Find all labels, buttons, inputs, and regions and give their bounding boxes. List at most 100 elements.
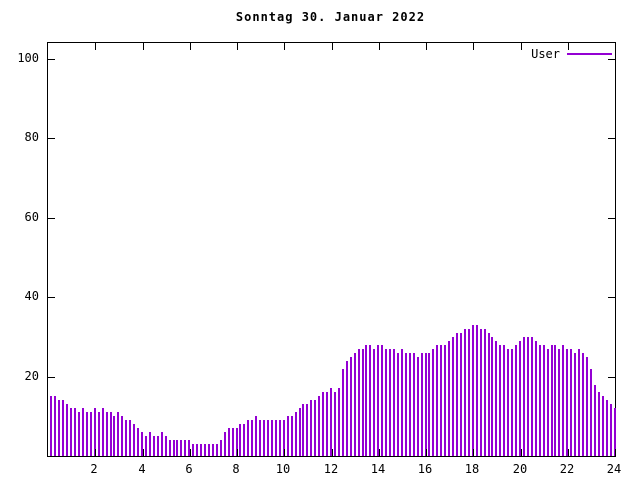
bar	[405, 353, 407, 456]
bar	[436, 345, 438, 456]
bar	[165, 436, 167, 456]
bar	[326, 392, 328, 456]
bar	[82, 408, 84, 456]
bar	[460, 333, 462, 456]
bar	[346, 361, 348, 456]
bar	[393, 349, 395, 456]
y-tick-label: 20	[24, 369, 39, 383]
bar	[594, 385, 596, 456]
bar	[161, 432, 163, 456]
x-tick-label: 16	[417, 462, 433, 476]
y-tick-mark	[608, 218, 615, 219]
bar	[180, 440, 182, 456]
bar	[503, 345, 505, 456]
bar	[125, 420, 127, 456]
x-tick-mark	[95, 449, 96, 456]
bar	[582, 353, 584, 456]
x-tick-mark	[332, 43, 333, 50]
y-tick-mark	[608, 59, 615, 60]
bar	[432, 349, 434, 456]
bar	[614, 408, 616, 456]
bar	[354, 353, 356, 456]
bar	[247, 420, 249, 456]
bar	[491, 337, 493, 456]
bar	[228, 428, 230, 456]
bar	[389, 349, 391, 456]
bar	[267, 420, 269, 456]
bar	[590, 369, 592, 456]
x-tick-mark	[332, 449, 333, 456]
bar	[117, 412, 119, 456]
bar	[259, 420, 261, 456]
bar	[145, 436, 147, 456]
bar	[519, 341, 521, 456]
bar	[499, 345, 501, 456]
x-tick-mark	[473, 43, 474, 50]
y-tick-mark	[48, 377, 55, 378]
x-tick-mark	[190, 43, 191, 50]
y-tick-label: 40	[24, 289, 39, 303]
bar	[176, 440, 178, 456]
x-tick-mark	[95, 43, 96, 50]
x-tick-mark	[237, 449, 238, 456]
x-tick-mark	[615, 449, 616, 456]
bar	[232, 428, 234, 456]
legend-line-sample	[567, 53, 612, 55]
bar	[173, 440, 175, 456]
bar	[283, 420, 285, 456]
bar	[279, 420, 281, 456]
x-tick-label: 6	[185, 462, 193, 476]
bar	[220, 440, 222, 456]
bar	[547, 349, 549, 456]
bar	[54, 396, 56, 456]
bar	[365, 345, 367, 456]
y-tick-mark	[48, 59, 55, 60]
bar	[62, 400, 64, 456]
y-tick-mark	[48, 138, 55, 139]
bar	[224, 432, 226, 456]
bar	[425, 353, 427, 456]
x-tick-label: 4	[138, 462, 146, 476]
bar	[369, 345, 371, 456]
bar	[562, 345, 564, 456]
bar	[106, 412, 108, 456]
x-tick-mark	[379, 43, 380, 50]
bar	[440, 345, 442, 456]
y-tick-label: 60	[24, 210, 39, 224]
bar	[602, 396, 604, 456]
bar	[610, 404, 612, 456]
bar	[570, 349, 572, 456]
bar	[271, 420, 273, 456]
x-tick-label: 12	[323, 462, 339, 476]
bar	[448, 341, 450, 456]
bar	[137, 428, 139, 456]
bar	[574, 353, 576, 456]
bar	[578, 349, 580, 456]
bar	[78, 412, 80, 456]
bar	[299, 408, 301, 456]
bar	[358, 349, 360, 456]
x-tick-mark	[473, 449, 474, 456]
y-tick-label: 100	[17, 51, 39, 65]
y-tick-mark	[48, 297, 55, 298]
bar	[184, 440, 186, 456]
bar	[515, 345, 517, 456]
bar	[543, 345, 545, 456]
bar	[133, 424, 135, 456]
bar	[208, 444, 210, 456]
y-tick-mark	[608, 138, 615, 139]
x-tick-mark	[568, 449, 569, 456]
x-tick-mark	[284, 449, 285, 456]
bar	[362, 349, 364, 456]
x-tick-mark	[615, 43, 616, 50]
bar	[535, 341, 537, 456]
x-tick-label: 24	[606, 462, 622, 476]
bar	[291, 416, 293, 456]
legend-label: User	[531, 47, 560, 61]
bar	[98, 412, 100, 456]
bar	[212, 444, 214, 456]
bar	[255, 416, 257, 456]
bar	[558, 349, 560, 456]
y-tick-mark	[48, 218, 55, 219]
